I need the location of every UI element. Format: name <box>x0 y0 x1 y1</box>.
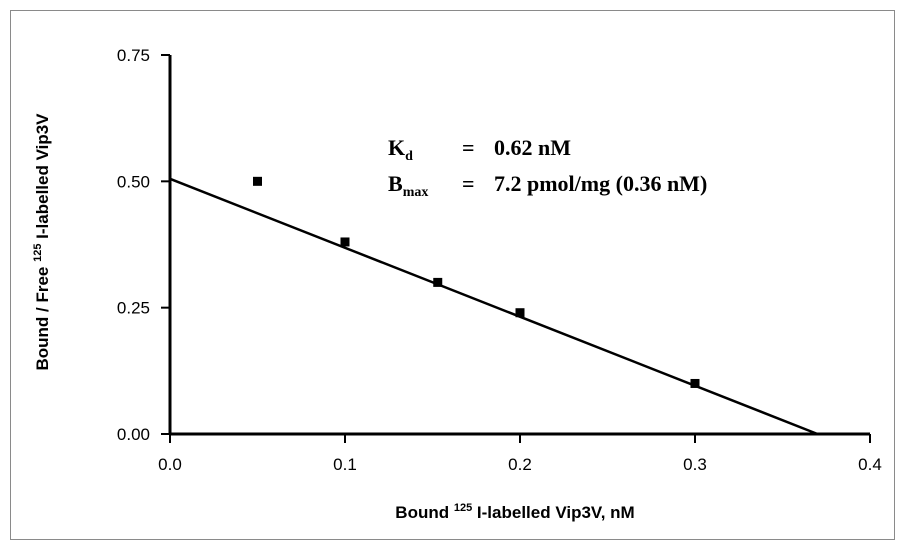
kd-symbol: K <box>388 135 405 160</box>
bmax-subscript: max <box>403 185 429 200</box>
y-axis-title-post: I-labelled Vip3V <box>33 113 52 244</box>
y-tick-label: 0.50 <box>117 172 150 191</box>
kd-annotation: Kd <box>388 135 413 164</box>
x-tick-label: 0.2 <box>508 455 532 474</box>
x-tick-label: 0.1 <box>333 455 357 474</box>
y-axis-title-pre: Bound / Free <box>33 262 52 371</box>
x-axis-title-sup: 125 <box>454 502 472 514</box>
kd-value: 0.62 nM <box>494 135 571 160</box>
y-tick-label: 0.00 <box>117 425 150 444</box>
bmax-symbol: B <box>388 171 403 196</box>
y-tick-label: 0.75 <box>117 46 150 65</box>
data-point <box>340 237 350 247</box>
chart-frame <box>10 10 895 540</box>
kd-equals: = <box>462 135 475 160</box>
bmax-equals: = <box>462 171 475 196</box>
data-point <box>253 176 262 186</box>
x-tick-label: 0.4 <box>858 455 882 474</box>
data-point <box>690 378 700 388</box>
bmax-value: 7.2 pmol/mg (0.36 nM) <box>494 171 707 196</box>
x-axis-title-post: I-labelled Vip3V, nM <box>472 503 635 522</box>
fit-line <box>169 177 818 436</box>
data-point <box>515 308 525 318</box>
x-tick-label: 0.0 <box>158 455 182 474</box>
y-axis-title-sup: 125 <box>32 244 44 262</box>
y-axis-title: Bound / Free 125 I-labelled Vip3V <box>32 113 52 371</box>
x-axis-title-pre: Bound <box>395 503 454 522</box>
y-tick-label: 0.25 <box>117 299 150 318</box>
kd-subscript: d <box>405 149 413 164</box>
data-point <box>433 277 443 287</box>
bmax-annotation: Bmax <box>388 171 428 200</box>
x-tick-label: 0.3 <box>683 455 707 474</box>
x-axis-title: Bound 125 I-labelled Vip3V, nM <box>395 502 634 522</box>
plot-area: 0.0 0.1 0.2 0.3 0.4 0.00 0.25 0.50 0.75 <box>117 46 882 474</box>
